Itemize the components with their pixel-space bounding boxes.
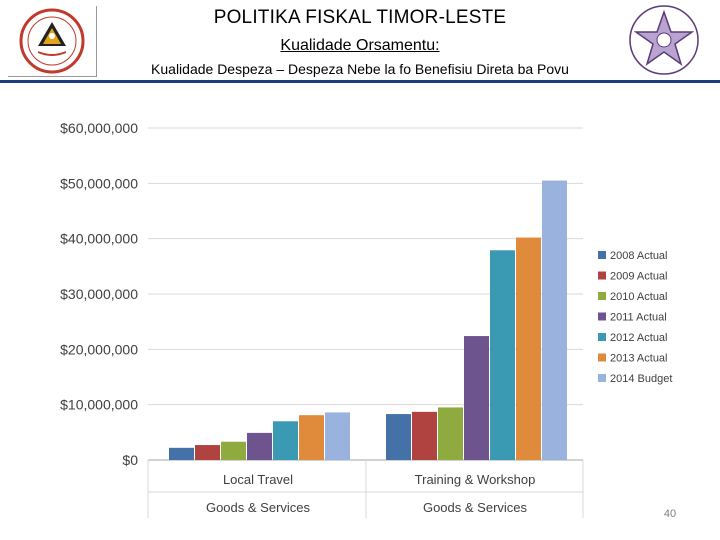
legend-swatch xyxy=(598,353,606,362)
legend-label: 2010 Actual xyxy=(610,291,668,303)
y-tick-label: $0 xyxy=(122,452,138,468)
bar xyxy=(195,445,220,460)
x-category-label: Local Travel xyxy=(223,472,293,487)
y-tick-label: $60,000,000 xyxy=(60,120,138,136)
y-tick-label: $30,000,000 xyxy=(60,286,138,302)
bar xyxy=(412,411,437,460)
legend-label: 2011 Actual xyxy=(610,312,667,324)
page-number: 40 xyxy=(663,508,677,520)
y-tick-label: $20,000,000 xyxy=(60,341,138,357)
x-group-label: Goods & Services xyxy=(423,500,528,515)
bar xyxy=(464,336,489,460)
timor-leste-emblem-icon xyxy=(8,6,97,77)
legend-swatch xyxy=(598,333,606,341)
legend-swatch xyxy=(598,271,606,280)
page-title: POLITIKA FISKAL TIMOR-LESTE xyxy=(213,7,507,28)
bar xyxy=(273,421,298,460)
legend-label: 2012 Actual xyxy=(610,332,668,344)
y-tick-label: $40,000,000 xyxy=(60,231,138,247)
legend-label: 2014 Budget xyxy=(610,373,672,385)
legend-label: 2013 Actual xyxy=(610,353,668,365)
legend-label: 2009 Actual xyxy=(610,271,668,283)
bar xyxy=(247,432,272,460)
x-group-label: Goods & Services xyxy=(206,500,311,515)
page-subtitle: Kualidade Orsamentu: xyxy=(280,37,440,54)
bar xyxy=(169,447,194,460)
bar xyxy=(542,180,567,461)
bar xyxy=(386,414,411,460)
legend-swatch xyxy=(598,312,606,321)
bar xyxy=(490,250,515,460)
bar xyxy=(516,237,541,460)
legend-swatch xyxy=(598,292,606,300)
legend-swatch xyxy=(598,251,606,259)
bar xyxy=(299,415,324,460)
y-tick-label: $10,000,000 xyxy=(60,397,138,413)
y-tick-label: $50,000,000 xyxy=(60,175,138,191)
x-category-label: Training & Workshop xyxy=(415,472,536,487)
legend-label: 2008 Actual xyxy=(610,250,668,262)
bar xyxy=(438,407,463,460)
bar xyxy=(325,412,350,460)
header-divider xyxy=(0,80,720,83)
bar xyxy=(221,441,246,460)
star-seal-icon xyxy=(624,2,704,78)
legend-swatch xyxy=(598,374,606,382)
page-subheading: Kualidade Despeza – Despeza Nebe la fo B… xyxy=(151,61,569,77)
